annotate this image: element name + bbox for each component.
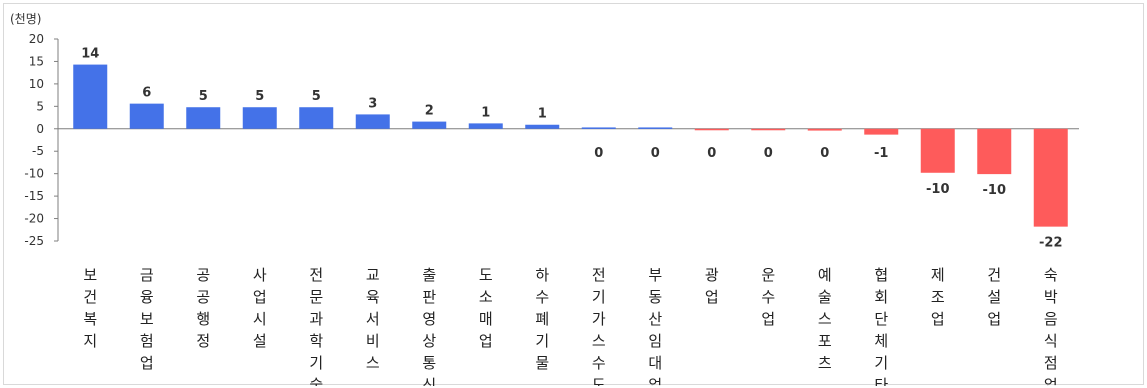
data-label: -1	[874, 146, 888, 161]
bar	[412, 121, 447, 129]
bar	[920, 128, 955, 173]
data-label: -22	[1039, 236, 1063, 251]
bar	[299, 107, 334, 129]
y-tick-label: 0	[36, 122, 44, 136]
bar	[751, 128, 786, 131]
data-label: -10	[926, 182, 950, 197]
bars	[73, 64, 1068, 227]
chart-container: (천명) 20 15 10 5 0 -5 -10 -15 -20 -25 14 6 5 5 5 3 2 1 1 0 0…	[3, 3, 1144, 386]
y-tick-label: -10	[24, 167, 44, 181]
data-label: 1	[481, 105, 490, 120]
data-label: 0	[820, 146, 829, 161]
bar	[807, 128, 842, 131]
y-tick-label: 5	[36, 99, 44, 113]
y-tick-label: -5	[32, 144, 44, 158]
data-label: 0	[651, 146, 660, 161]
category-labels: 보 건 복 지 금 융 보 험 업 공 공 행 정 사 업 시 설 전 문 과 학 기 술 교 육 서 비 스 출 판 영 상 통 신 도 소 매 업 하 수…	[83, 266, 1058, 386]
bar	[73, 64, 108, 129]
data-label: 0	[707, 146, 716, 161]
bar	[525, 124, 560, 129]
bar	[638, 127, 673, 129]
bar	[468, 123, 503, 129]
data-labels: 14 6 5 5 5 3 2 1 1 0 0 0 0 0 -1 -10 -10 -22	[81, 47, 1062, 251]
data-label: 5	[255, 89, 264, 104]
data-label: 6	[142, 86, 151, 101]
data-label: 1	[538, 107, 547, 122]
data-label: 5	[312, 89, 321, 104]
y-tick-label: -15	[24, 189, 44, 203]
bar	[186, 107, 221, 129]
bar	[129, 103, 164, 129]
bar	[864, 128, 899, 135]
bar	[1033, 128, 1068, 227]
data-label: 5	[199, 89, 208, 104]
data-label: 14	[81, 47, 99, 62]
bar	[581, 127, 616, 129]
bar	[694, 128, 729, 131]
y-tick-label: 20	[29, 32, 44, 46]
data-label: 3	[368, 96, 377, 111]
data-label: 0	[764, 146, 773, 161]
y-tick-label: 15	[29, 54, 44, 68]
y-tick-label: -25	[24, 234, 44, 248]
unit-label: (천명)	[10, 11, 41, 26]
bar	[977, 128, 1012, 175]
y-tick-label: -20	[24, 212, 44, 226]
data-label: -10	[983, 183, 1007, 198]
data-label: 0	[594, 146, 603, 161]
bar	[355, 114, 390, 129]
bar	[242, 107, 277, 129]
y-tick-label: 10	[29, 77, 44, 91]
data-label: 2	[425, 104, 434, 119]
